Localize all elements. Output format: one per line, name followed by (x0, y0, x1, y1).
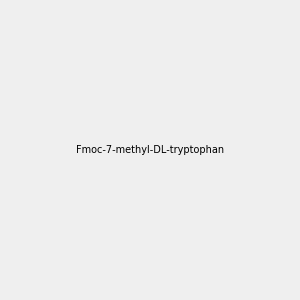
Text: Fmoc-7-methyl-DL-tryptophan: Fmoc-7-methyl-DL-tryptophan (76, 145, 224, 155)
